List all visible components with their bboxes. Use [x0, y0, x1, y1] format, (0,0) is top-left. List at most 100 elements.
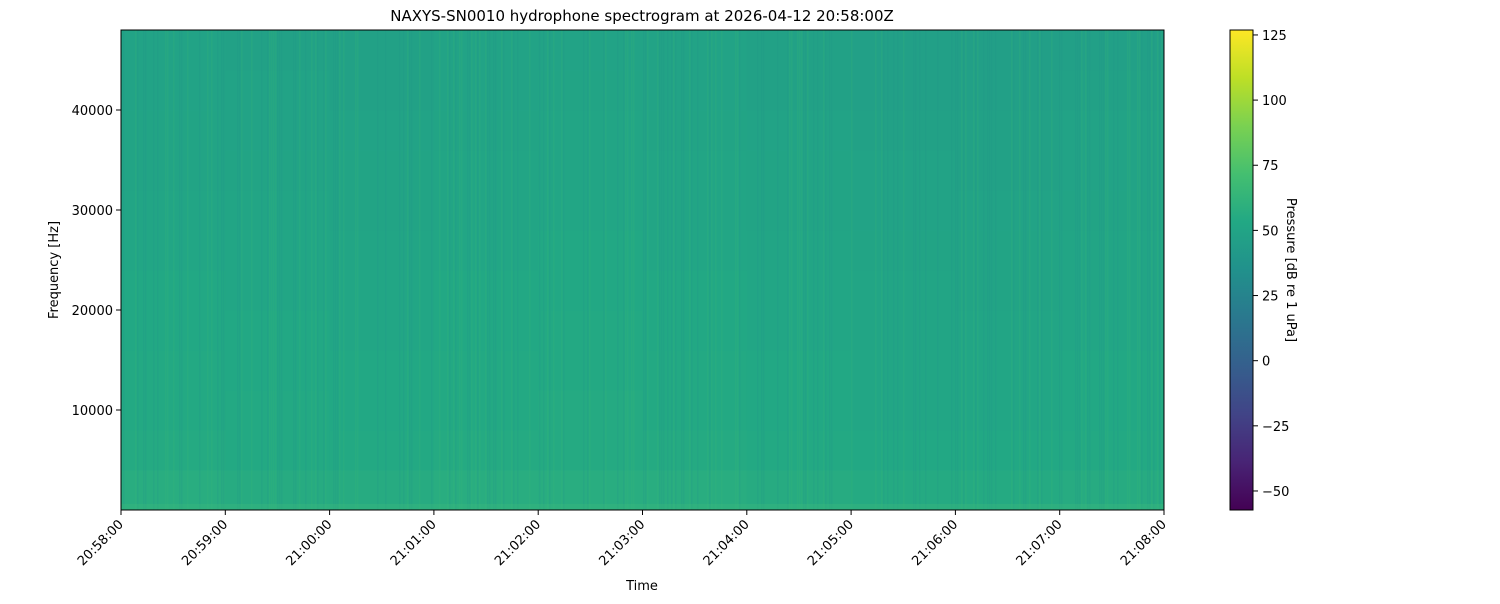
heatmap-cell [851, 430, 956, 471]
heatmap-stripe [1153, 30, 1155, 510]
heatmap-stripe [605, 30, 607, 510]
heatmap-stripe [1147, 30, 1149, 510]
heatmap-stripe [955, 30, 957, 510]
heatmap-cell [746, 310, 852, 351]
heatmap-stripe [963, 30, 965, 510]
x-axis-label: Time [625, 579, 658, 594]
heatmap-stripe [511, 30, 513, 510]
colorbar-tick-label: −50 [1262, 485, 1289, 500]
heatmap-stripe [977, 30, 979, 510]
heatmap-stripe [951, 30, 953, 510]
heatmap-cell [121, 110, 226, 151]
heatmap-cell [955, 150, 1061, 191]
heatmap-stripe [817, 30, 819, 510]
heatmap-stripe [709, 30, 711, 510]
heatmap-stripe [273, 30, 275, 510]
heatmap-stripe [1037, 30, 1039, 510]
heatmap-stripe [1079, 30, 1081, 510]
heatmap-cell [1059, 310, 1164, 351]
heatmap-cell [1059, 470, 1164, 510]
heatmap-stripe [275, 30, 277, 510]
heatmap-stripe [757, 30, 759, 510]
heatmap-stripe [1107, 30, 1109, 510]
heatmap-cell [329, 270, 435, 311]
heatmap-stripe [1103, 30, 1105, 510]
heatmap-stripe [1075, 30, 1077, 510]
heatmap-stripe [663, 30, 665, 510]
y-tick-label: 20000 [72, 304, 113, 319]
heatmap-stripe [1141, 30, 1143, 510]
heatmap-cell [746, 270, 852, 311]
heatmap-cell [329, 470, 435, 510]
heatmap-stripe [269, 30, 271, 510]
heatmap-cell [642, 350, 748, 391]
heatmap-cell [329, 110, 435, 151]
heatmap-stripe [707, 30, 709, 510]
x-tick-label: 20:59:00 [179, 517, 231, 569]
heatmap-stripe [137, 30, 139, 510]
heatmap-cell [433, 110, 539, 151]
heatmap-stripe [153, 30, 155, 510]
colorbar-tick-label: 125 [1262, 29, 1287, 44]
heatmap-stripe [479, 30, 481, 510]
colorbar [1229, 29, 1254, 511]
heatmap-cell [225, 270, 331, 311]
heatmap-stripe [477, 30, 479, 510]
heatmap-stripe [317, 30, 319, 510]
heatmap-stripe [461, 30, 463, 510]
heatmap-stripe [711, 30, 713, 510]
heatmap-cell [433, 470, 539, 510]
heatmap-stripe [561, 30, 563, 510]
heatmap-cell [851, 350, 956, 391]
x-tick-label: 21:07:00 [1014, 517, 1066, 569]
heatmap-stripe [763, 30, 765, 510]
x-tick-label: 21:04:00 [701, 517, 753, 569]
heatmap-cell [433, 350, 539, 391]
heatmap-stripe [1139, 30, 1141, 510]
heatmap-stripe [761, 30, 763, 510]
heatmap-stripe [1137, 30, 1139, 510]
heatmap-cell [642, 110, 748, 151]
heatmap-stripe [439, 30, 441, 510]
heatmap-stripe [625, 30, 627, 510]
heatmap-stripe [563, 30, 565, 510]
heatmap-cell [538, 270, 643, 311]
heatmap-stripe [1129, 30, 1131, 510]
heatmap-cell [433, 190, 539, 231]
heatmap-stripe [489, 30, 491, 510]
heatmap-cell [433, 390, 539, 431]
heatmap-stripe [333, 30, 335, 510]
heatmap-stripe [223, 30, 225, 510]
heatmap-stripe [187, 30, 189, 510]
heatmap-stripe [493, 30, 495, 510]
heatmap-cell [851, 270, 956, 311]
heatmap-cell [1059, 190, 1164, 231]
x-tick-label: 21:01:00 [388, 517, 440, 569]
heatmap-cell [955, 390, 1061, 431]
heatmap-cell [433, 310, 539, 351]
heatmap-stripe [975, 30, 977, 510]
heatmap-cell [955, 310, 1061, 351]
heatmap-cell [642, 470, 748, 510]
heatmap-stripe [623, 30, 625, 510]
heatmap-stripe [145, 30, 147, 510]
heatmap-stripe [221, 30, 223, 510]
heatmap-cell [329, 350, 435, 391]
y-tick-label: 10000 [72, 404, 113, 419]
heatmap-stripe [903, 30, 905, 510]
heatmap-stripe [803, 30, 805, 510]
heatmap-cell [851, 390, 956, 431]
heatmap-stripe [455, 30, 457, 510]
heatmap-stripe [549, 30, 551, 510]
heatmap-stripe [957, 30, 959, 510]
heatmap-stripe [467, 30, 469, 510]
heatmap-cell [433, 430, 539, 471]
heatmap-stripe [735, 30, 737, 510]
heatmap-cell [955, 470, 1061, 510]
heatmap-cell [121, 30, 226, 71]
heatmap-stripe [881, 30, 883, 510]
heatmap-stripe [1101, 30, 1103, 510]
heatmap-stripe [913, 30, 915, 510]
heatmap-cell [746, 430, 852, 471]
heatmap-stripe [721, 30, 723, 510]
